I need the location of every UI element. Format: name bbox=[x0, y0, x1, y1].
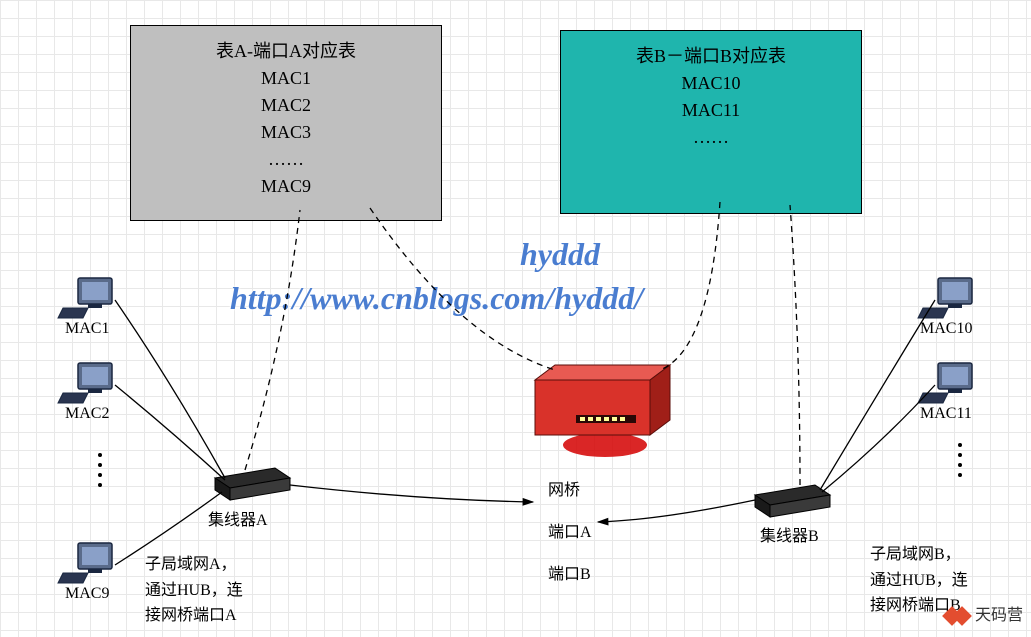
table-b-title: 表B－端口B对应表 bbox=[561, 43, 861, 70]
bridge-shadow bbox=[563, 433, 647, 457]
watermark-line1: hyddd bbox=[520, 236, 600, 273]
edge-hubb-bridge bbox=[598, 500, 755, 522]
ellipsis-left bbox=[98, 453, 102, 487]
corner-logo-text: 天码营 bbox=[975, 607, 1023, 624]
host-mac9-icon bbox=[58, 543, 112, 583]
hub-b-icon bbox=[755, 485, 830, 517]
edge-boxb-bridge bbox=[660, 202, 720, 370]
bridge-label: 网桥 端口A 端口B bbox=[548, 458, 592, 602]
lan-a-text: 子局域网A， 通过HUB，连 接网桥端口A bbox=[145, 552, 243, 629]
host-mac11-icon bbox=[918, 363, 972, 403]
ellipsis-right bbox=[958, 443, 962, 477]
edge-huba-boxa bbox=[245, 210, 300, 470]
corner-logo: 天码营 bbox=[945, 601, 1023, 625]
table-a-line: MAC9 bbox=[131, 173, 441, 200]
table-a-line: …… bbox=[131, 146, 441, 173]
hub-b-label: 集线器B bbox=[760, 522, 819, 546]
host-mac1-icon bbox=[58, 278, 112, 318]
bridge-portb-text: 端口B bbox=[548, 560, 592, 584]
edge-mac11-hubb bbox=[822, 385, 935, 492]
edge-hubb-boxb bbox=[790, 205, 800, 485]
hub-a-label: 集线器A bbox=[208, 506, 268, 530]
table-a-line: MAC2 bbox=[131, 92, 441, 119]
host-mac10-label: MAC10 bbox=[920, 320, 972, 338]
watermark-line2: http://www.cnblogs.com/hyddd/ bbox=[230, 280, 643, 317]
host-mac11-label: MAC11 bbox=[920, 405, 972, 423]
edge-mac10-hubb bbox=[820, 300, 935, 490]
table-b-line: …… bbox=[561, 124, 861, 151]
host-mac10-icon bbox=[918, 278, 972, 318]
host-mac1-label: MAC1 bbox=[65, 320, 109, 338]
edge-mac2-huba bbox=[115, 385, 225, 480]
bridge-icon bbox=[535, 365, 670, 435]
host-mac9-label: MAC9 bbox=[65, 585, 109, 603]
bridge-porta-text: 端口A bbox=[548, 518, 592, 542]
hub-a-icon bbox=[215, 468, 290, 500]
table-a-title: 表A-端口A对应表 bbox=[131, 38, 441, 65]
host-mac2-icon bbox=[58, 363, 112, 403]
edge-mac1-huba bbox=[115, 300, 225, 478]
host-mac2-label: MAC2 bbox=[65, 405, 109, 423]
table-b-box: 表B－端口B对应表 MAC10 MAC11 …… bbox=[560, 30, 862, 214]
table-a-box: 表A-端口A对应表 MAC1 MAC2 MAC3 …… MAC9 bbox=[130, 25, 442, 221]
table-b-line: MAC11 bbox=[561, 97, 861, 124]
table-a-line: MAC3 bbox=[131, 119, 441, 146]
edge-huba-bridge bbox=[290, 485, 533, 502]
table-a-line: MAC1 bbox=[131, 65, 441, 92]
bridge-label-text: 网桥 bbox=[548, 476, 592, 500]
table-b-line: MAC10 bbox=[561, 70, 861, 97]
